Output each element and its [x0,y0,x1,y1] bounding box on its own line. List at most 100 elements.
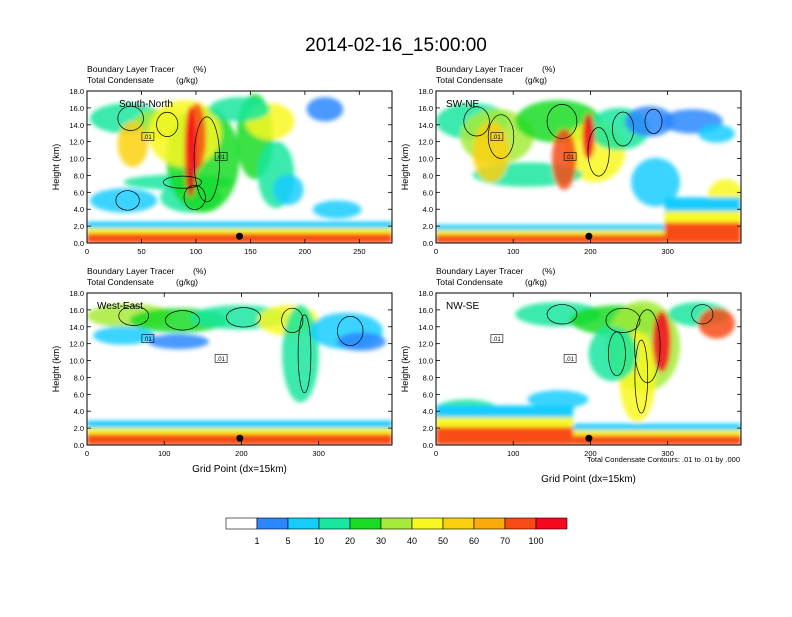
y-tick-label: 2.0 [74,424,84,433]
panel-title-line2: Total Condensate [436,75,503,85]
x-tick-label: 150 [244,247,257,256]
contour-line [605,307,641,333]
panel-label: South-North [119,99,173,110]
colorbar-swatch [349,517,382,530]
contour-label-box [214,354,228,363]
bl-band-inner [573,435,741,445]
tracer-blob [273,174,304,205]
colorbar-label: 50 [438,536,448,546]
tracer-blob [282,305,319,403]
tracer-blob [631,157,680,207]
y-axis-label: Height (km) [51,346,61,393]
contour-line [297,314,312,394]
y-tick-label: 12.0 [418,340,433,349]
colorbar-label: 30 [376,536,386,546]
x-tick-label: 100 [158,449,171,458]
contour-label: .01 [566,155,575,161]
contour-label: .01 [492,337,501,343]
tracer-blob [93,326,155,345]
x-tick-label: 300 [661,449,674,458]
x-tick-label: 50 [137,247,145,256]
contour-label: .01 [143,135,152,141]
panel-title-unit2: (g/kg) [525,75,547,85]
y-tick-label: 14.0 [69,323,84,332]
y-tick-label: 16.0 [69,306,84,315]
x-tick-label: 200 [299,247,312,256]
y-tick-label: 18.0 [69,289,84,298]
tracer-blob [472,121,510,183]
x-tick-label: 200 [584,449,597,458]
y-tick-label: 16.0 [418,104,433,113]
tracer-blob [184,106,197,198]
y-tick-label: 6.0 [74,188,84,197]
tracer-blob [306,97,344,122]
contour-line [546,104,578,139]
panel-title-unit1: (%) [193,266,207,276]
y-tick-label: 18.0 [418,87,433,96]
contour-line [337,316,364,346]
panel-sw-ne: Boundary Layer Tracer (%) Total Condensate… [400,64,742,256]
panel-south-north: Boundary Layer Tracer (%) Total Condensate… [51,64,393,256]
y-tick-label: 4.0 [423,205,433,214]
tracer-blob [698,308,735,339]
y-tick-label: 10.0 [418,357,433,366]
panel-title-line1: Boundary Layer Tracer [87,64,175,74]
colorbar: 1 5 10 20 30 40 50 60 70 100 [225,517,568,546]
tracer-blob [588,326,638,382]
contour-line [165,310,200,331]
contour-label-box [141,132,155,141]
x-tick-label: 200 [584,247,597,256]
y-tick-label: 0.0 [74,239,84,248]
panel-label: NW-SE [446,301,479,312]
location-marker [585,434,593,442]
y-tick-label: 2.0 [423,222,433,231]
x-tick-label: 100 [507,449,520,458]
bl-band-inner [436,427,574,445]
x-tick-label: 250 [353,247,366,256]
panel-title-line2: Total Condensate [87,75,154,85]
colorbar-label: 70 [500,536,510,546]
y-tick-label: 4.0 [74,205,84,214]
colorbar-label: 5 [285,536,290,546]
contour-label-box [563,354,577,363]
y-tick-label: 8.0 [423,171,433,180]
contour-line [634,339,649,414]
contour-label: .01 [217,155,226,161]
y-tick-label: 8.0 [423,373,433,382]
tracer-blob [527,390,589,409]
contour-line [611,111,635,147]
location-marker [585,232,593,240]
x-axis-label: Grid Point (dx=15km) [192,464,287,475]
y-tick-label: 4.0 [74,407,84,416]
y-tick-label: 10.0 [418,155,433,164]
y-tick-label: 12.0 [418,138,433,147]
panel-title-unit2: (g/kg) [176,277,198,287]
condensate-contours [463,104,663,177]
colorbar-swatch [504,517,537,530]
x-tick-label: 0 [85,247,89,256]
contour-line [608,331,626,377]
contour-line [117,105,144,131]
y-tick-label: 10.0 [69,357,84,366]
colorbar-label: 60 [469,536,479,546]
tracer-field: .01 .01 [87,91,392,243]
colorbar-swatch [535,517,568,530]
x-tick-label: 0 [85,449,89,458]
y-axis-label: Height (km) [400,144,410,191]
plot-frame [86,292,393,446]
contour-line [226,307,261,328]
contour-label-box [214,152,228,161]
contour-line [281,307,304,333]
x-tick-label: 0 [434,247,438,256]
y-tick-label: 8.0 [74,373,84,382]
contour-label-box [490,132,504,141]
tracer-blob [312,200,362,219]
tracer-field: .01 .01 [87,293,392,445]
contour-line [644,108,663,134]
contour-line [487,114,515,159]
contour-line [546,304,578,325]
y-tick-label: 14.0 [69,121,84,130]
y-axis-label: Height (km) [400,346,410,393]
y-tick-label: 0.0 [423,441,433,450]
